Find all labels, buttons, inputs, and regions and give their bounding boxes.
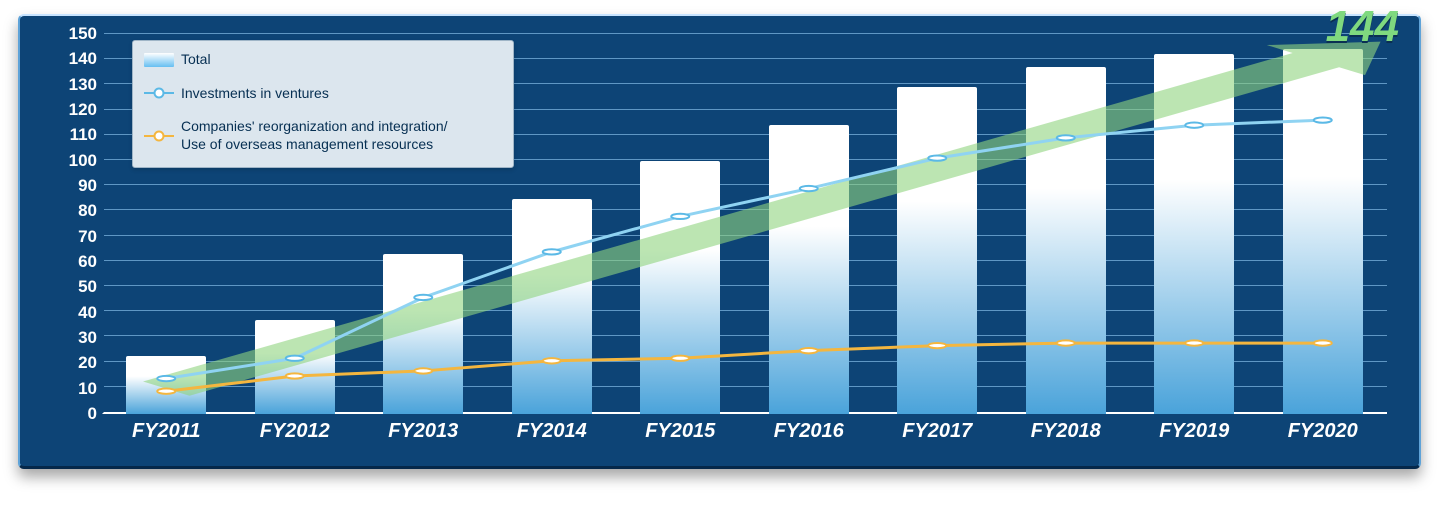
y-tick-label: 100 [42,151,97,171]
legend-label: Companies' reorganization and integratio… [181,118,448,153]
x-tick-label: FY2012 [231,420,360,443]
callout-value: 144 [1326,2,1399,52]
line-marker [286,356,304,361]
line-marker [414,368,432,373]
x-tick-label: FY2014 [488,420,617,443]
line-marker [1314,117,1332,122]
line-marker [1314,340,1332,345]
line-marker [414,295,432,300]
line-marker [928,155,946,160]
line-marker [157,389,175,394]
x-axis-labels: FY2011FY2012FY2013FY2014FY2015FY2016FY20… [102,420,1387,443]
y-tick-label: 140 [42,49,97,69]
y-tick-label: 50 [42,277,97,297]
legend-swatch-line [143,92,175,94]
line-marker [800,186,818,191]
y-tick-label: 120 [42,100,97,120]
x-tick-label: FY2016 [745,420,874,443]
legend-label: Investments in ventures [181,85,329,103]
y-tick-label: 150 [42,24,97,44]
line-marker [1057,135,1075,140]
line-marker [671,214,689,219]
x-tick-label: FY2013 [359,420,488,443]
x-tick-label: FY2011 [102,420,231,443]
x-tick-label: FY2017 [873,420,1002,443]
y-tick-label: 80 [42,201,97,221]
y-tick-label: 20 [42,353,97,373]
y-tick-label: 40 [42,303,97,323]
x-tick-label: FY2020 [1259,420,1388,443]
y-tick-label: 60 [42,252,97,272]
legend-item-reorg: Companies' reorganization and integratio… [143,118,503,153]
y-tick-label: 30 [42,328,97,348]
y-tick-label: 10 [42,379,97,399]
legend-item-total: Total [143,51,503,69]
x-tick-label: FY2015 [616,420,745,443]
line-marker [1057,340,1075,345]
chart-card: 144 010203040506070809010011012013014015… [18,14,1421,469]
y-tick-label: 130 [42,75,97,95]
legend-swatch-line [143,135,175,137]
line-marker [800,348,818,353]
plot-area: 0102030405060708090100110120130140150 To… [42,34,1397,414]
x-tick-label: FY2018 [1002,420,1131,443]
line-marker [286,373,304,378]
line-marker [543,249,561,254]
y-tick-label: 70 [42,227,97,247]
line-marker [928,343,946,348]
legend-item-investments: Investments in ventures [143,85,503,103]
legend-swatch-bar [143,53,175,67]
y-tick-label: 110 [42,125,97,145]
legend: Total Investments in ventures Companies'… [132,40,514,168]
y-tick-label: 0 [42,404,97,424]
line-marker [671,356,689,361]
y-tick-label: 90 [42,176,97,196]
line-marker [543,358,561,363]
line-marker [1185,340,1203,345]
legend-label: Total [181,51,211,69]
line-marker [157,376,175,381]
x-tick-label: FY2019 [1130,420,1259,443]
line-marker [1185,123,1203,128]
